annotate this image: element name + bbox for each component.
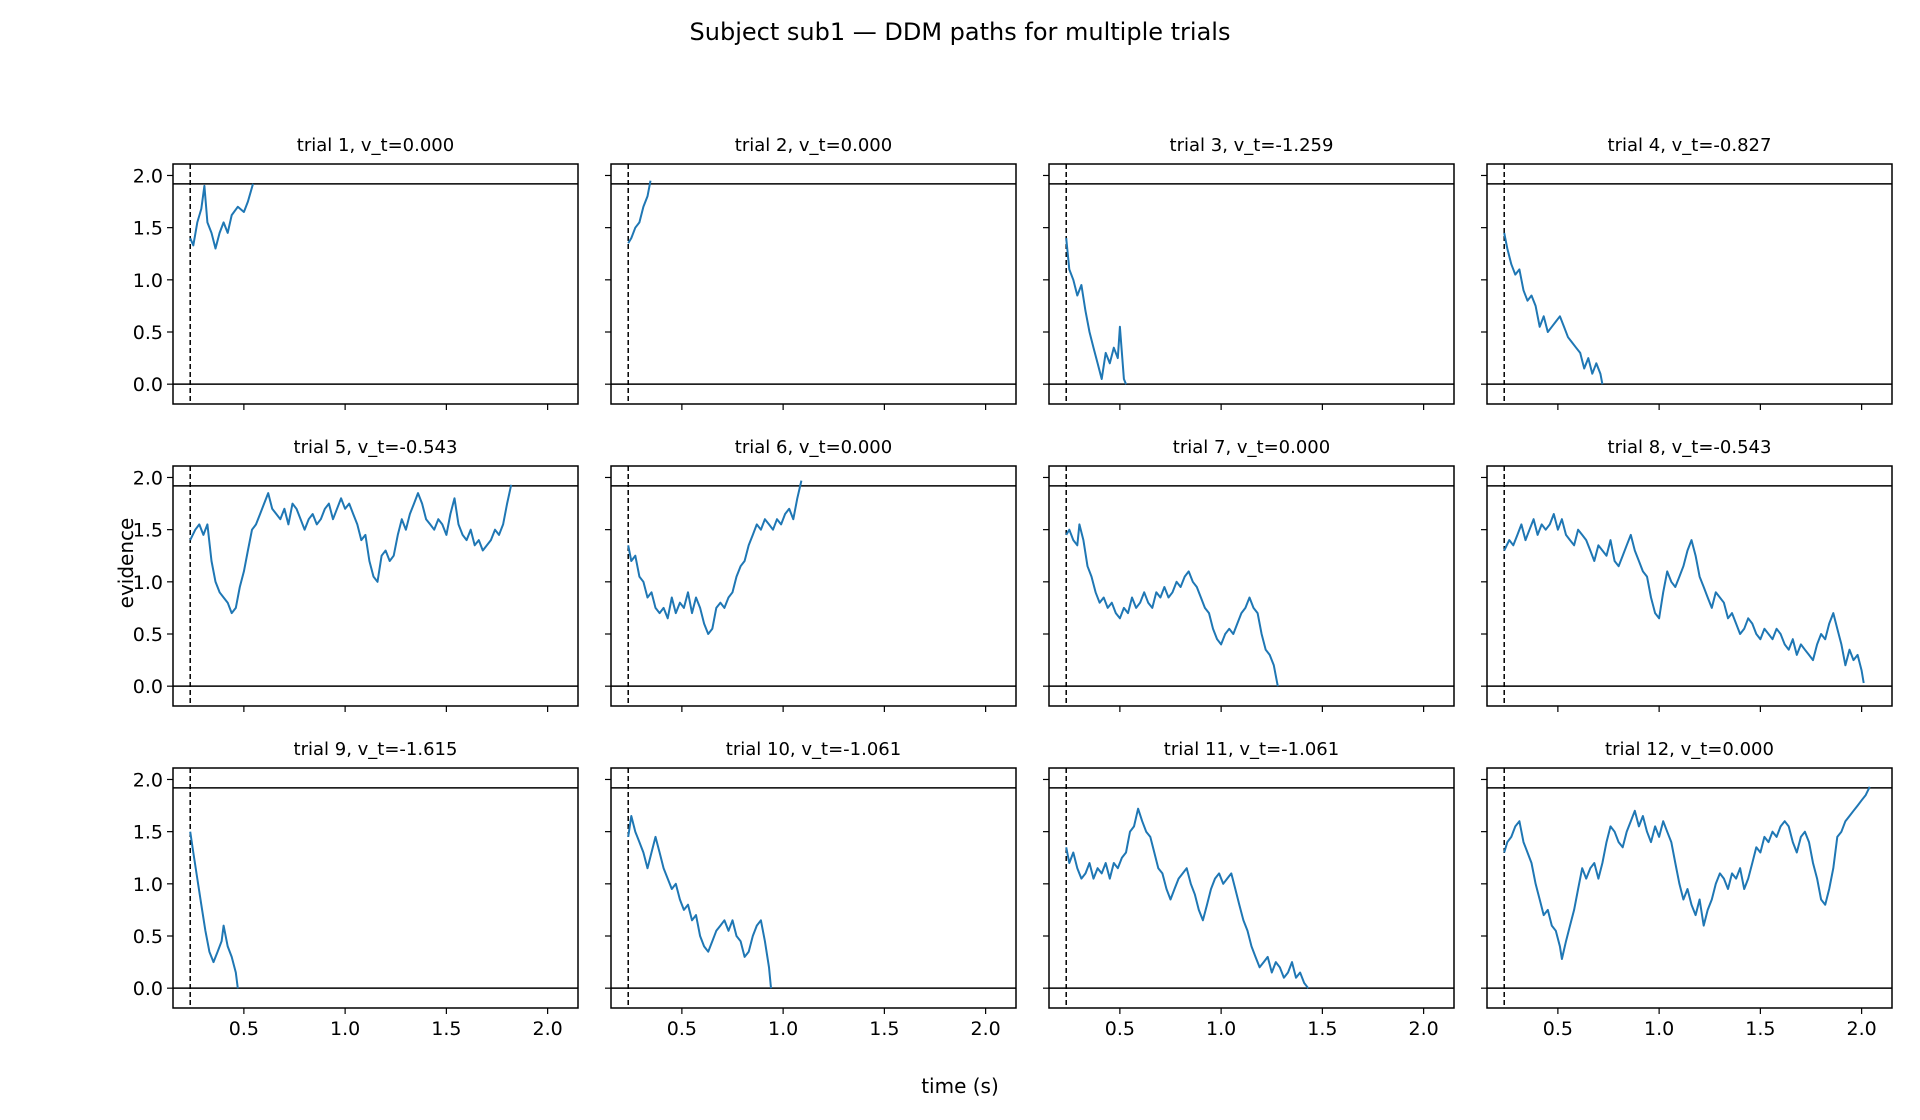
- subplot-trial-2: trial 2, v_t=0.000: [605, 135, 1017, 410]
- y-tick-label: 1.0: [133, 270, 163, 292]
- y-tick-label: 0.0: [133, 676, 163, 698]
- plot-area: [611, 466, 1016, 706]
- subplot-title: trial 5, v_t=-0.543: [294, 437, 458, 458]
- axes-frame: [172, 465, 579, 707]
- x-tick-label: 1.5: [869, 1018, 899, 1040]
- y-tick-label: 0.5: [133, 624, 163, 646]
- x-tick-label: 0.5: [1105, 1018, 1135, 1040]
- plot-area: [611, 768, 1016, 1008]
- x-tick-label: 1.0: [1644, 1018, 1674, 1040]
- axes-frame: [1048, 163, 1455, 405]
- subplot-title: trial 4, v_t=-0.827: [1608, 135, 1772, 156]
- plot-area: [1487, 768, 1892, 1008]
- x-axis-label: time (s): [921, 1074, 999, 1098]
- x-tick-label: 1.5: [1307, 1018, 1337, 1040]
- evidence-path: [1503, 513, 1865, 684]
- subplot-trial-4: trial 4, v_t=-0.827: [1481, 135, 1893, 410]
- axes-frame: [1048, 767, 1455, 1009]
- subplot-trial-9: trial 9, v_t=-1.615 0.5 1.0 1.5 2.0 0.0 0.5 1.0…: [133, 739, 579, 1040]
- evidence-path: [1503, 232, 1604, 385]
- x-tick-label: 2.0: [1847, 1018, 1877, 1040]
- y-tick-label: 1.5: [133, 218, 163, 240]
- y-tick-label: 0.5: [133, 926, 163, 948]
- y-tick-label: 2.0: [133, 165, 163, 187]
- subplot-trial-8: trial 8, v_t=-0.543: [1481, 437, 1893, 712]
- subplot-title: trial 11, v_t=-1.061: [1164, 739, 1339, 760]
- y-tick-label: 0.0: [133, 374, 163, 396]
- plot-area: [173, 164, 578, 404]
- subplot-trial-7: trial 7, v_t=0.000: [1043, 437, 1455, 712]
- plot-area: [1049, 164, 1454, 404]
- y-tick-label: 1.0: [133, 572, 163, 594]
- x-tick-label: 2.0: [971, 1018, 1001, 1040]
- evidence-path: [627, 480, 803, 635]
- x-tick-label: 1.5: [1745, 1018, 1775, 1040]
- y-tick-label: 0.5: [133, 322, 163, 344]
- subplot-title: trial 12, v_t=0.000: [1605, 739, 1774, 760]
- subplot-trial-10: trial 10, v_t=-1.061 0.5 1.0 1.5 2.0: [605, 739, 1017, 1040]
- x-tick-label: 1.0: [330, 1018, 360, 1040]
- evidence-path: [627, 180, 652, 244]
- axes-frame: [610, 767, 1017, 1009]
- x-tick-label: 1.0: [768, 1018, 798, 1040]
- axes-frame: [1048, 465, 1455, 707]
- y-tick-label: 0.0: [133, 978, 163, 1000]
- y-tick-label: 1.5: [133, 822, 163, 844]
- x-tick-label: 0.5: [667, 1018, 697, 1040]
- figure-title: Subject sub1 — DDM paths for multiple tr…: [689, 18, 1231, 46]
- subplot-title: trial 2, v_t=0.000: [735, 135, 892, 156]
- y-tick-label: 1.0: [133, 874, 163, 896]
- evidence-path: [1065, 807, 1309, 989]
- subplot-title: trial 9, v_t=-1.615: [294, 739, 458, 760]
- plot-area: [173, 466, 578, 706]
- x-tick-label: 1.5: [431, 1018, 461, 1040]
- axes-frame: [172, 767, 579, 1009]
- evidence-path: [189, 484, 513, 615]
- plot-area: [1049, 768, 1454, 1008]
- subplot-title: trial 7, v_t=0.000: [1173, 437, 1330, 458]
- evidence-path: [1503, 786, 1871, 960]
- axes-frame: [610, 163, 1017, 405]
- x-tick-label: 2.0: [533, 1018, 563, 1040]
- y-tick-label: 1.5: [133, 520, 163, 542]
- evidence-path: [189, 183, 254, 250]
- axes-frame: [610, 465, 1017, 707]
- subplot-title: trial 8, v_t=-0.543: [1608, 437, 1772, 458]
- subplot-title: trial 1, v_t=0.000: [297, 135, 454, 156]
- plot-area: [1487, 466, 1892, 706]
- subplot-title: trial 10, v_t=-1.061: [726, 739, 901, 760]
- plot-area: [1049, 466, 1454, 706]
- plot-area: [611, 164, 1016, 404]
- subplot-trial-3: trial 3, v_t=-1.259: [1043, 135, 1455, 410]
- y-tick-label: 2.0: [133, 467, 163, 489]
- evidence-path: [1065, 523, 1279, 687]
- x-tick-label: 0.5: [1543, 1018, 1573, 1040]
- subplot-trial-6: trial 6, v_t=0.000: [605, 437, 1017, 712]
- plot-area: [173, 768, 578, 1008]
- x-tick-label: 2.0: [1409, 1018, 1439, 1040]
- y-tick-label: 2.0: [133, 769, 163, 791]
- evidence-path: [1065, 238, 1127, 385]
- x-tick-label: 1.0: [1206, 1018, 1236, 1040]
- y-axis-label: evidence: [114, 517, 138, 609]
- subplot-trial-12: trial 12, v_t=0.000 0.5 1.0 1.5 2.0: [1481, 739, 1893, 1040]
- axes-frame: [1486, 465, 1893, 707]
- x-tick-label: 0.5: [229, 1018, 259, 1040]
- subplot-trial-11: trial 11, v_t=-1.061 0.5 1.0 1.5 2.0: [1043, 739, 1455, 1040]
- plot-area: [1487, 164, 1892, 404]
- axes-frame: [172, 163, 579, 405]
- subplot-title: trial 3, v_t=-1.259: [1170, 135, 1334, 156]
- subplot-trial-5: trial 5, v_t=-0.543 0.0 0.5 1.0 1.5 2.0: [133, 437, 579, 712]
- evidence-path: [627, 815, 772, 989]
- subplot-trial-1: trial 1, v_t=0.000 0.0 0.5 1.0 1.5 2.0: [133, 135, 579, 410]
- subplot-title: trial 6, v_t=0.000: [735, 437, 892, 458]
- evidence-path: [189, 831, 239, 989]
- axes-frame: [1486, 767, 1893, 1009]
- axes-frame: [1486, 163, 1893, 405]
